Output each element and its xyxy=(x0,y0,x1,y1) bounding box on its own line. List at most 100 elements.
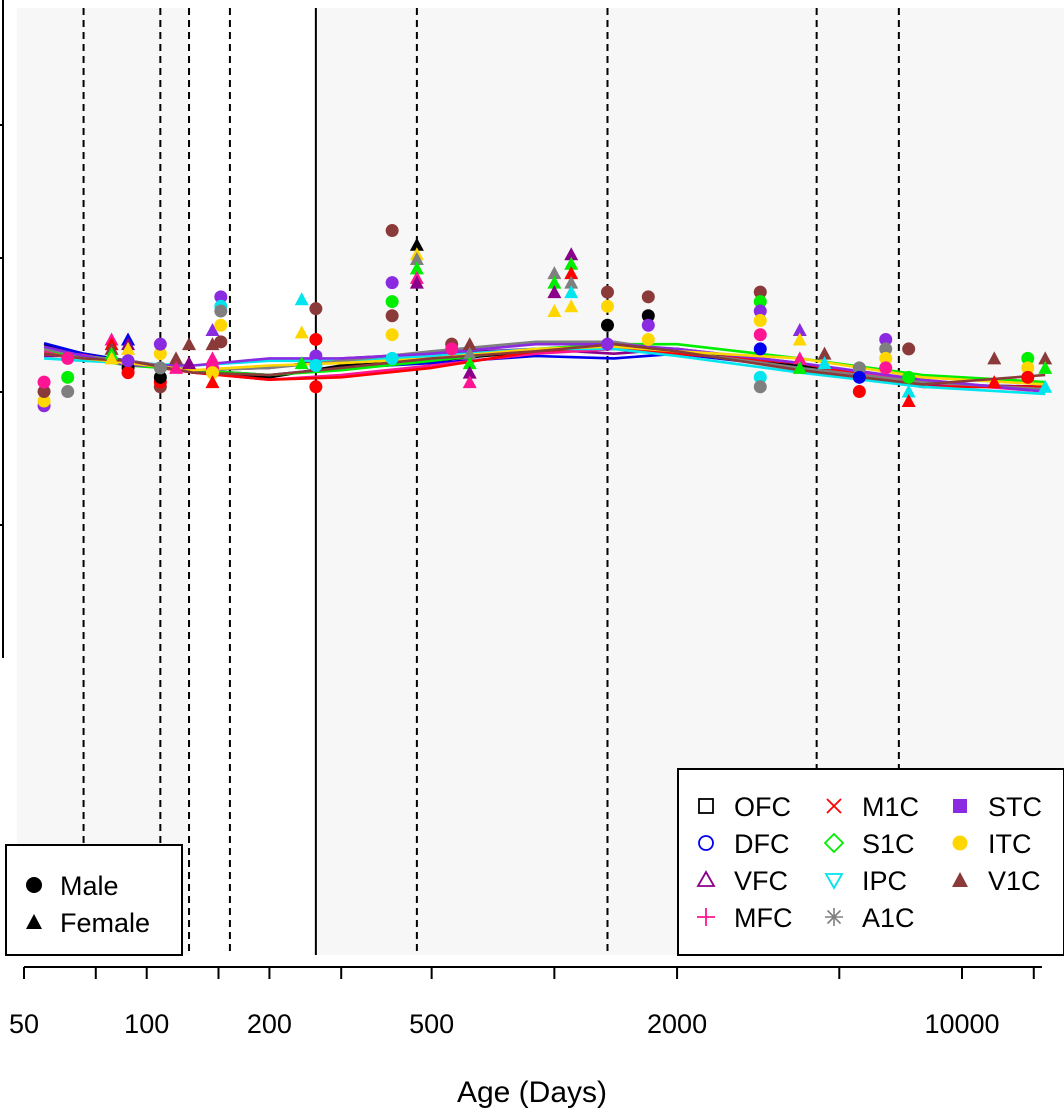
female-marker-icon xyxy=(26,914,42,929)
x-tick-label: 50 xyxy=(9,1009,39,1039)
data-point xyxy=(37,385,51,399)
a1c-legend-icon xyxy=(825,908,843,926)
data-point xyxy=(462,375,477,389)
data-point xyxy=(792,332,807,346)
data-point xyxy=(753,285,767,299)
data-point xyxy=(564,247,579,261)
region-legend-label: A1C xyxy=(862,903,915,933)
v1c-legend-icon xyxy=(952,872,968,887)
data-point xyxy=(309,332,323,346)
data-point xyxy=(294,325,309,339)
data-point xyxy=(792,360,807,374)
data-point xyxy=(902,342,916,356)
data-point xyxy=(600,299,614,313)
x-tick-label: 200 xyxy=(247,1009,292,1039)
data-point xyxy=(462,365,477,379)
data-point xyxy=(852,385,866,399)
data-point xyxy=(564,285,579,299)
shaded-region xyxy=(16,8,190,955)
data-point xyxy=(214,318,228,332)
male-marker-icon xyxy=(26,877,42,893)
data-point xyxy=(294,356,309,370)
region-legend-label: DFC xyxy=(734,829,790,859)
data-point xyxy=(641,318,655,332)
data-point xyxy=(294,292,309,306)
data-point xyxy=(153,370,167,384)
data-point xyxy=(641,332,655,346)
data-point xyxy=(153,361,167,375)
shape-legend-label: Female xyxy=(60,908,150,938)
x-axis-title: Age (Days) xyxy=(457,1076,607,1109)
data-point xyxy=(214,290,228,304)
region-legend-label: M1C xyxy=(862,792,919,822)
region-legend-box xyxy=(677,768,1064,956)
data-point xyxy=(153,337,167,351)
data-point xyxy=(385,295,399,309)
shape-legend-box xyxy=(5,844,183,956)
region-legend: OFC DFC VFC MFC M1C S1C IPC A1C STC ITC V1C xyxy=(677,768,1064,956)
data-point xyxy=(385,309,399,323)
mfc-legend-icon xyxy=(697,908,715,926)
data-point xyxy=(753,295,767,309)
data-point xyxy=(309,380,323,394)
asterisk-icon xyxy=(825,908,843,926)
data-points xyxy=(37,224,1053,413)
down-triangle-icon xyxy=(824,873,844,890)
data-point xyxy=(205,322,220,336)
region-legend-label: ITC xyxy=(988,829,1032,859)
data-point xyxy=(169,360,184,374)
data-point xyxy=(852,361,866,375)
data-point xyxy=(547,304,562,318)
data-point xyxy=(901,384,916,398)
vfc-legend-icon xyxy=(696,870,716,887)
data-point xyxy=(1021,370,1035,384)
region-legend-label: VFC xyxy=(734,866,788,896)
data-point xyxy=(61,370,75,384)
data-point xyxy=(1021,351,1035,365)
vertical-reference-lines xyxy=(0,8,900,955)
data-point xyxy=(121,366,135,380)
region-legend-label: MFC xyxy=(734,903,792,933)
s1c-legend-icon xyxy=(823,832,845,854)
data-point xyxy=(214,304,228,318)
data-point xyxy=(879,361,893,375)
data-point xyxy=(564,275,579,289)
shape-legend: Male Female xyxy=(5,844,183,956)
data-point xyxy=(792,351,807,365)
data-point xyxy=(547,275,562,289)
region-legend-label: V1C xyxy=(988,866,1041,896)
data-point xyxy=(753,370,767,384)
x-tick-label: 10000 xyxy=(924,1009,999,1039)
data-point xyxy=(153,347,167,361)
triangle-icon xyxy=(696,870,716,887)
itc-legend-icon xyxy=(952,835,968,851)
region-legend-label: IPC xyxy=(862,866,907,896)
data-point xyxy=(902,370,916,384)
data-point xyxy=(547,266,562,280)
data-point xyxy=(852,370,866,384)
data-point xyxy=(104,351,119,365)
data-point xyxy=(600,285,614,299)
data-point xyxy=(309,349,323,363)
data-point xyxy=(409,251,424,265)
data-point xyxy=(753,342,767,356)
data-point xyxy=(309,358,323,372)
data-point xyxy=(462,356,477,370)
data-point xyxy=(37,375,51,389)
data-point xyxy=(600,318,614,332)
data-point xyxy=(1038,379,1053,393)
data-point xyxy=(61,351,75,365)
data-point xyxy=(214,335,228,349)
data-point xyxy=(205,351,220,365)
data-point xyxy=(753,314,767,328)
data-point xyxy=(1038,360,1053,374)
x-axis-ticks: 50 100 200 500 2000 10000 xyxy=(9,967,1035,1039)
square-icon xyxy=(698,798,714,814)
data-point xyxy=(753,304,767,318)
shape-legend-label: Male xyxy=(60,871,119,901)
filled-circle-icon xyxy=(952,835,968,851)
filled-triangle-icon xyxy=(952,872,968,887)
data-point xyxy=(879,332,893,346)
data-point xyxy=(121,354,135,368)
plus-icon xyxy=(697,908,715,926)
